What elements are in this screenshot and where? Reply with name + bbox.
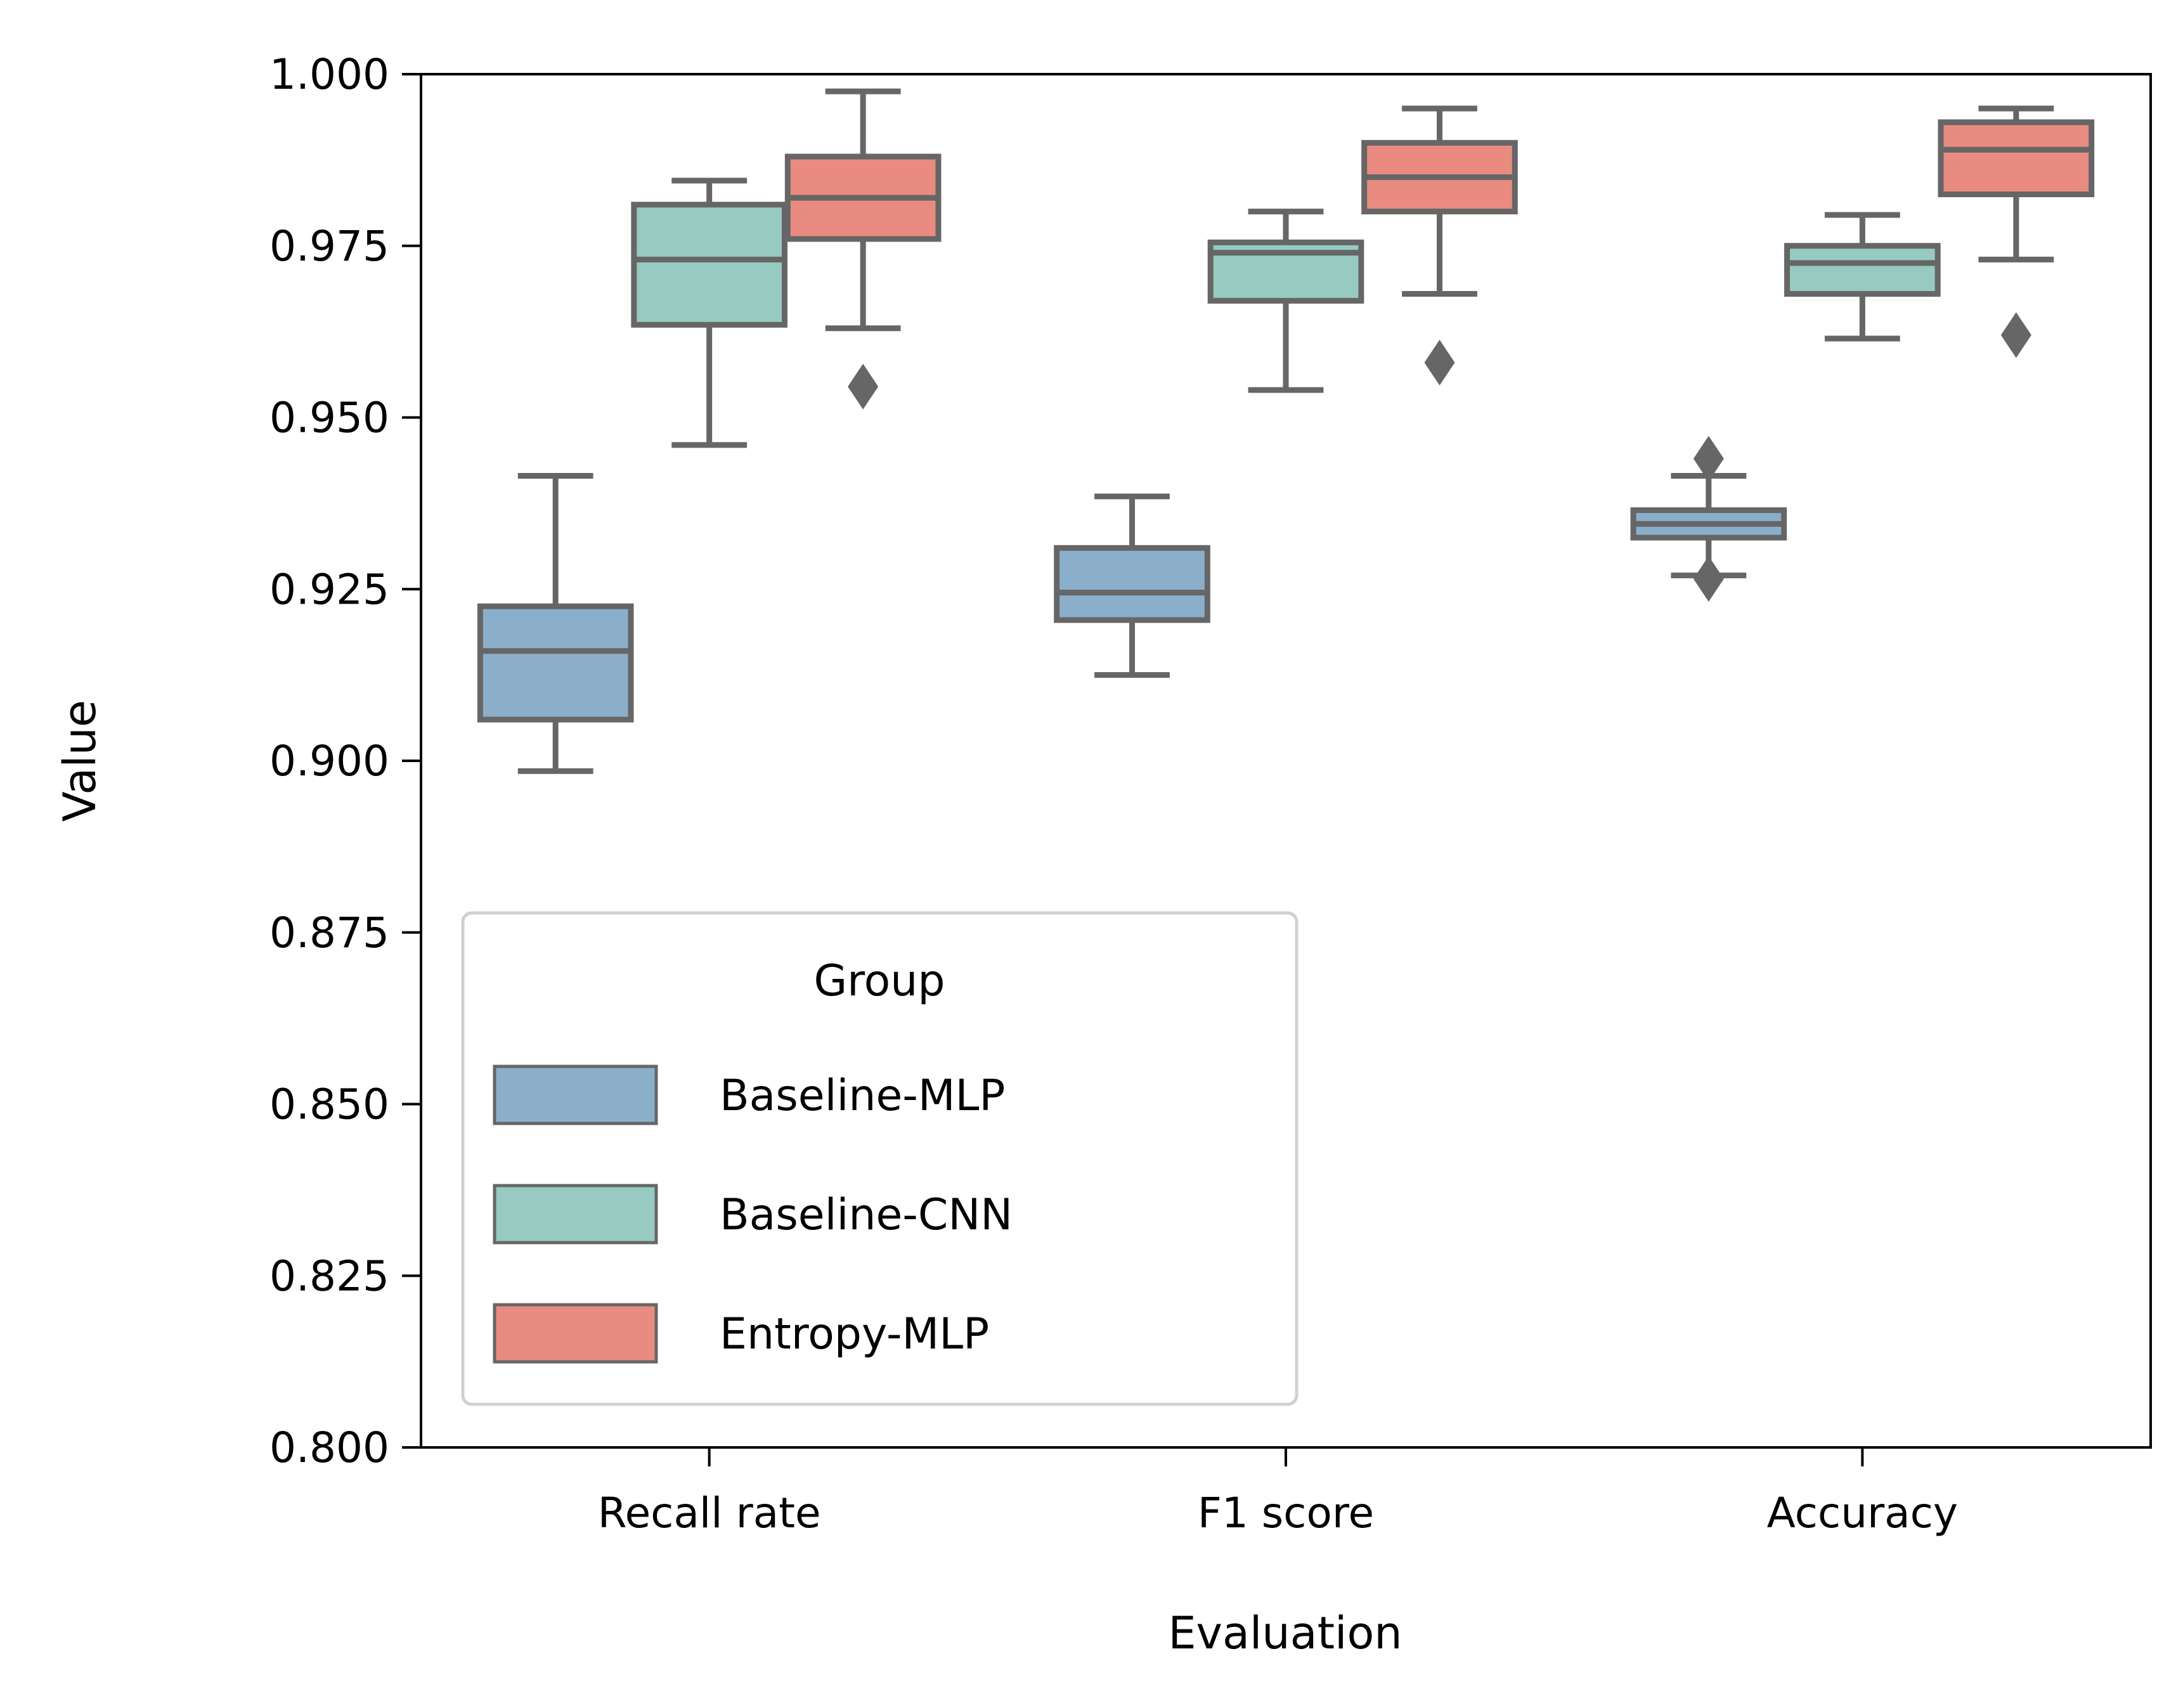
outlier-point — [848, 363, 879, 410]
outlier-point — [2000, 312, 2031, 358]
box — [1938, 119, 2095, 198]
legend: Group Baseline-MLP Baseline-CNN Entropy-ML… — [461, 911, 1299, 1406]
x-axis-label: Evaluation — [1168, 1607, 1402, 1659]
y-tick-label: 0.925 — [269, 565, 389, 614]
box-group — [1054, 493, 1210, 678]
box-group — [784, 88, 942, 410]
box — [1784, 243, 1941, 297]
box-group — [1630, 436, 1787, 602]
x-tick-label: Accuracy — [1767, 1489, 1958, 1537]
box-group — [1207, 209, 1364, 393]
legend-entry-label: Baseline-CNN — [720, 1190, 1013, 1240]
outlier-point — [1693, 556, 1724, 602]
y-tick-label: 0.900 — [269, 737, 389, 786]
legend-entry-label: Baseline-MLP — [720, 1071, 1005, 1121]
box-group — [1938, 105, 2095, 358]
x-tick-label: Recall rate — [598, 1489, 821, 1537]
y-tick-label: 0.850 — [269, 1080, 389, 1129]
box — [631, 202, 787, 328]
legend-entry-label: Entropy-MLP — [720, 1309, 989, 1359]
legend-swatch — [493, 1303, 658, 1364]
legend-frame — [461, 911, 1299, 1406]
y-tick-label: 0.975 — [269, 222, 389, 271]
legend-swatch — [493, 1064, 658, 1125]
y-tick-label: 0.950 — [269, 394, 389, 443]
y-tick-label: 0.825 — [269, 1252, 389, 1300]
outlier-point — [1424, 339, 1455, 385]
box — [1054, 545, 1210, 623]
axes-layer: 0.800 0.825 0.850 0.875 0.900 0.925 0.950 0.975… — [269, 50, 2152, 1537]
outlier-point — [1693, 436, 1724, 482]
box-group — [1784, 212, 1941, 342]
y-tick-label: 1.000 — [269, 50, 389, 99]
x-tick-label: F1 score — [1198, 1489, 1374, 1537]
box — [477, 603, 634, 723]
box-group — [1361, 105, 1518, 385]
y-axis-label: Value — [54, 700, 106, 822]
boxes-layer — [477, 88, 2095, 774]
legend-title: Group — [813, 956, 945, 1006]
y-tick-label: 0.875 — [269, 909, 389, 957]
box-group — [477, 473, 634, 774]
box-group — [631, 178, 787, 448]
y-tick-label: 0.800 — [269, 1423, 389, 1472]
legend-swatch — [493, 1184, 658, 1245]
